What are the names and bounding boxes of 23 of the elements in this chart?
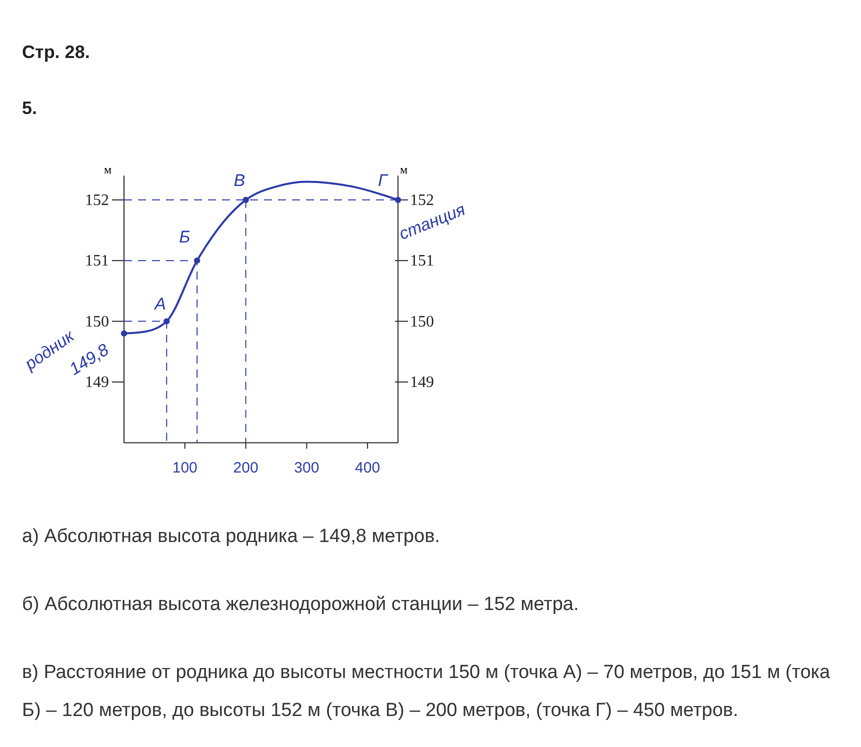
text: в) Расстояние от родника до высоты местности 150 м (точка А) – 70 метров, до 151 м (тока Б) – 120 метров, до высоты 152 м (точка В) – 200 метров, (точка Г) – 450 метров. (22, 661, 832, 723)
y-tick-label: 151 (85, 252, 109, 270)
annotation: Г (378, 170, 389, 190)
y2-tick-label: 152 (410, 192, 434, 210)
chart-title: Стр. 28. (22, 42, 90, 63)
y2-tick-label: 150 (410, 313, 434, 330)
x-tick-label: 300 (294, 460, 320, 477)
text: а) Абсолютная высота родника – 149,8 метров. (22, 525, 441, 549)
y2-axis-title: м (400, 162, 408, 177)
y2-tick-label: 149 (410, 374, 434, 392)
x-tick-label: 100 (172, 460, 198, 477)
text: б) Абсолютная высота железнодорожной станции – 152 метра. (22, 593, 580, 617)
x-tick-label: 400 (355, 460, 380, 477)
y-tick-label: 150 (85, 313, 109, 330)
y-axis-title: м (104, 162, 112, 177)
y-tick-label: 149 (85, 374, 109, 392)
y-tick-label: 152 (85, 192, 109, 210)
x-tick-label: 200 (233, 460, 258, 477)
annotation: Б (179, 228, 190, 247)
annotation: В (234, 170, 246, 190)
y2-tick-label: 151 (410, 252, 434, 270)
chart-subtitle: 5. (22, 98, 38, 119)
annotation: А (154, 294, 166, 314)
